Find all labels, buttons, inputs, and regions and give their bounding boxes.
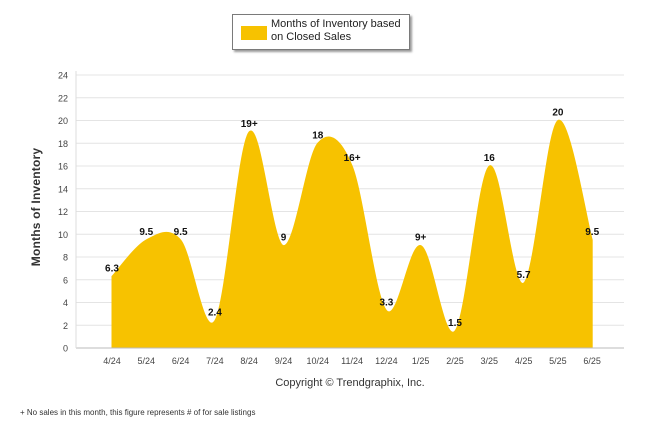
legend-label: Months of Inventory based on Closed Sale… xyxy=(271,18,401,43)
x-tick-label: 8/24 xyxy=(240,356,258,366)
x-tick-label: 11/24 xyxy=(341,356,363,366)
y-axis-label: Months of Inventory xyxy=(29,147,43,267)
x-tick-label: 3/25 xyxy=(481,356,499,366)
data-label: 5.7 xyxy=(517,270,531,281)
data-label: 20 xyxy=(552,108,564,119)
y-tick-label: 18 xyxy=(58,139,68,149)
y-tick-label: 4 xyxy=(63,298,68,308)
data-label: 1.5 xyxy=(448,318,462,329)
area-fill xyxy=(111,119,593,349)
y-tick-label: 24 xyxy=(58,71,68,81)
y-tick-label: 14 xyxy=(58,184,68,194)
copyright-text: Copyright © Trendgraphix, Inc. xyxy=(275,377,425,389)
x-tick-label: 5/24 xyxy=(138,356,156,366)
data-labels: 6.3 9.5 9.5 2.4 19+ 9 18 16+ 3.3 9+ 1.5 16 5.7 20 9.5 xyxy=(105,108,600,329)
x-tick-label: 1/25 xyxy=(412,356,430,366)
y-tick-label: 0 xyxy=(63,344,68,354)
y-tick-label: 20 xyxy=(58,116,68,126)
x-tick-label: 4/24 xyxy=(103,356,121,366)
x-tick-label: 6/24 xyxy=(172,356,190,366)
y-tick-label: 12 xyxy=(58,207,68,217)
y-tick-label: 6 xyxy=(63,275,68,285)
legend: Months of Inventory based on Closed Sale… xyxy=(232,14,410,50)
y-tick-label: 8 xyxy=(63,253,68,263)
x-tick-label: 10/24 xyxy=(307,356,330,366)
y-tick-label: 2 xyxy=(63,321,68,331)
data-label: 6.3 xyxy=(105,263,119,274)
x-tick-label: 4/25 xyxy=(515,356,533,366)
x-tick-label: 5/25 xyxy=(549,356,567,366)
y-tick-label: 16 xyxy=(58,162,68,172)
data-label: 3.3 xyxy=(379,297,393,308)
footnote-text: + No sales in this month, this figure re… xyxy=(20,408,256,417)
data-label: 9.5 xyxy=(585,227,599,238)
data-label: 18 xyxy=(312,130,324,141)
data-label: 9+ xyxy=(415,233,427,244)
legend-swatch xyxy=(241,26,267,40)
data-label: 9 xyxy=(281,233,287,244)
data-label: 9.5 xyxy=(139,227,153,238)
data-label: 16 xyxy=(484,153,496,164)
data-label: 2.4 xyxy=(208,308,222,319)
data-label: 16+ xyxy=(344,153,361,164)
y-tick-label: 22 xyxy=(58,93,68,103)
area-series xyxy=(111,119,593,349)
x-tick-label: 2/25 xyxy=(446,356,464,366)
data-label: 9.5 xyxy=(174,227,188,238)
x-tick-label: 6/25 xyxy=(583,356,601,366)
x-tick-label: 7/24 xyxy=(206,356,224,366)
data-label: 19+ xyxy=(241,119,258,130)
x-tick-label: 9/24 xyxy=(275,356,293,366)
y-tick-label: 10 xyxy=(58,230,68,240)
x-tick-label: 12/24 xyxy=(375,356,398,366)
